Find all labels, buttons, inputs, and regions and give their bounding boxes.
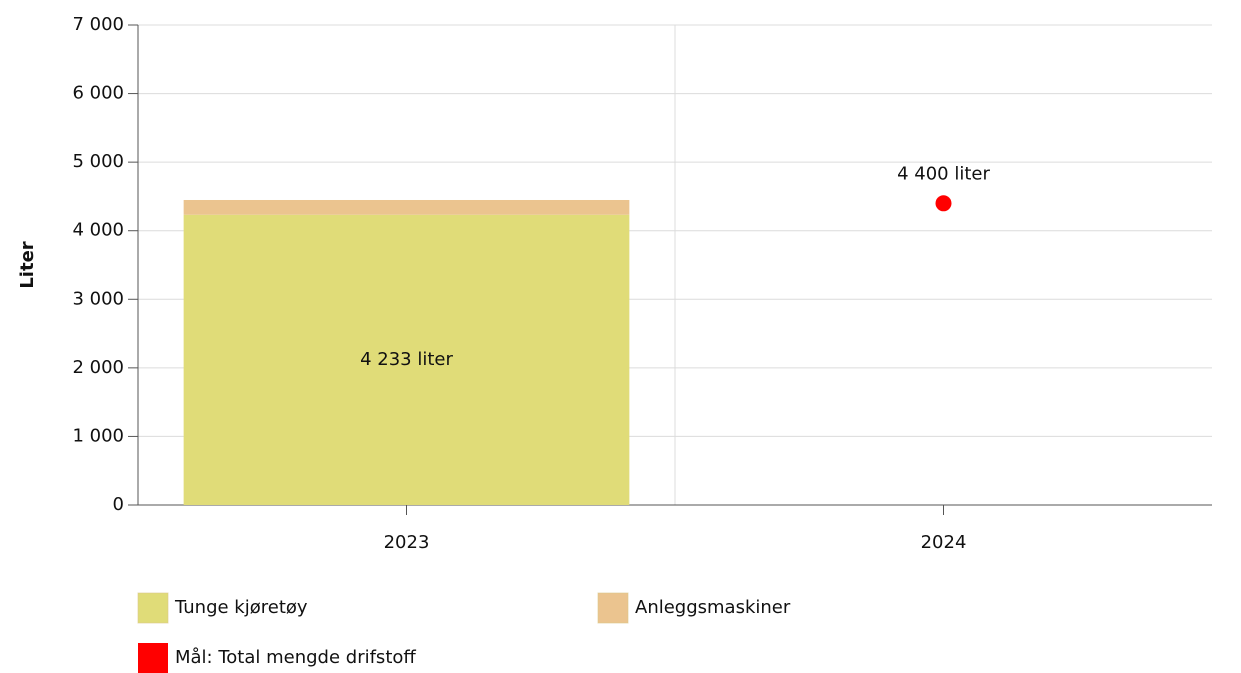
legend-label: Tunge kjøretøy: [174, 597, 308, 618]
bar-segment: [183, 214, 630, 506]
legend-swatch: [597, 592, 629, 624]
legend-label: Anleggsmaskiner: [635, 597, 791, 618]
bar-segment: [183, 199, 630, 215]
x-tick-label: 2023: [384, 532, 430, 553]
y-tick-label: 6 000: [72, 83, 124, 104]
y-tick-label: 2 000: [72, 357, 124, 378]
y-tick-label: 0: [113, 494, 124, 515]
y-tick-label: 5 000: [72, 151, 124, 172]
y-tick-label: 3 000: [72, 288, 124, 309]
y-tick-label: 7 000: [72, 14, 124, 35]
x-tick-label: 2024: [921, 532, 967, 553]
target-point: [935, 195, 952, 212]
y-tick-label: 1 000: [72, 425, 124, 446]
legend-label: Mål: Total mengde drifstoff: [175, 647, 416, 668]
legend-swatch: [138, 643, 168, 673]
y-axis-label: Liter: [17, 241, 38, 288]
value-label: 4 233 liter: [360, 349, 453, 370]
value-label: 4 400 liter: [897, 163, 990, 184]
legend-swatch: [137, 592, 169, 624]
y-tick-label: 4 000: [72, 220, 124, 241]
